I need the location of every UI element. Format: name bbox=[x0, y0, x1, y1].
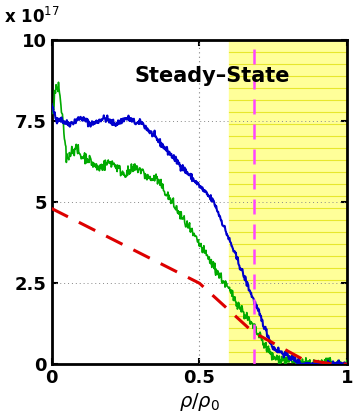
X-axis label: $\rho/\rho_0$: $\rho/\rho_0$ bbox=[179, 391, 220, 413]
Bar bbox=[229, 40, 347, 364]
Text: x 10$^{17}$: x 10$^{17}$ bbox=[4, 7, 60, 27]
Text: Steady–State: Steady–State bbox=[134, 66, 290, 86]
